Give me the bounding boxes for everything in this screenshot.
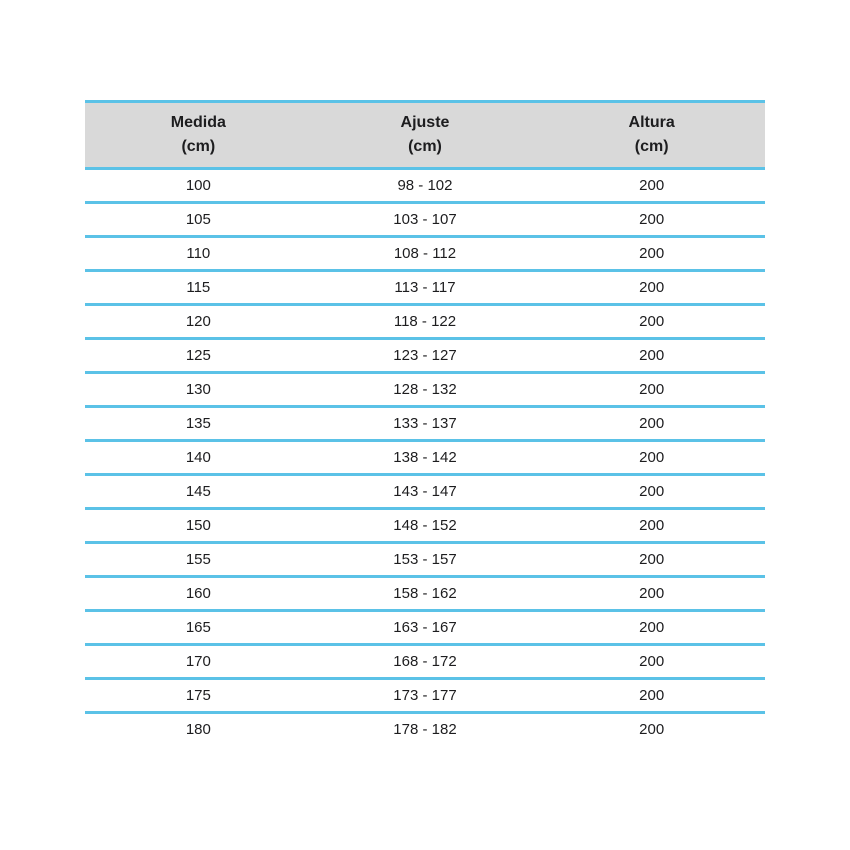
table-row: 165 163 - 167 200 (85, 610, 765, 646)
table-row: 120 118 - 122 200 (85, 304, 765, 340)
size-table: Medida (cm) Ajuste (cm) Altura (cm) 100 9… (85, 100, 765, 745)
table-cell: 100 (85, 168, 312, 204)
table-body: 100 98 - 102 200 105 103 - 107 200 110 108 - 11… (85, 168, 765, 746)
table-cell: 138 - 142 (311, 440, 539, 476)
table-cell: 125 (85, 338, 312, 374)
header-row: Medida (cm) Ajuste (cm) Altura (cm) (85, 100, 765, 170)
table-cell: 140 (85, 440, 312, 476)
table-cell: 160 (85, 576, 312, 612)
header-label: Medida (170, 114, 226, 131)
table-cell: 200 (538, 576, 765, 612)
table-cell: 98 - 102 (311, 168, 539, 204)
table-cell: 168 - 172 (311, 644, 539, 680)
table-cell: 128 - 132 (311, 372, 539, 408)
table-cell: 130 (85, 372, 312, 408)
table-cell: 175 (85, 678, 312, 714)
table-row: 115 113 - 117 200 (85, 270, 765, 306)
table-row: 150 148 - 152 200 (85, 508, 765, 544)
table-cell: 150 (85, 508, 312, 544)
table-cell: 200 (538, 406, 765, 442)
table-row: 110 108 - 112 200 (85, 236, 765, 272)
table-row: 140 138 - 142 200 (85, 440, 765, 476)
table-row: 155 153 - 157 200 (85, 542, 765, 578)
table-cell: 105 (85, 202, 312, 238)
header-label: Ajuste (400, 114, 450, 131)
table-cell: 148 - 152 (311, 508, 539, 544)
size-table-container: Medida (cm) Ajuste (cm) Altura (cm) 100 9… (85, 100, 765, 745)
table-cell: 145 (85, 474, 312, 510)
table-cell: 200 (538, 644, 765, 680)
table-cell: 113 - 117 (311, 270, 539, 306)
table-cell: 200 (538, 338, 765, 374)
table-row: 145 143 - 147 200 (85, 474, 765, 510)
table-cell: 200 (538, 270, 765, 306)
table-cell: 108 - 112 (311, 236, 539, 272)
header-cell-medida: Medida (cm) (85, 100, 312, 170)
table-cell: 200 (538, 168, 765, 204)
header-unit: (cm) (408, 138, 442, 155)
table-cell: 118 - 122 (311, 304, 539, 340)
size-table-header: Medida (cm) Ajuste (cm) Altura (cm) (85, 100, 765, 170)
table-cell: 200 (538, 542, 765, 578)
table-cell: 180 (185, 721, 211, 738)
header-cell-ajuste: Ajuste (cm) (311, 100, 539, 170)
table-row: 130 128 - 132 200 (85, 372, 765, 408)
table-cell: 110 (85, 236, 312, 272)
table-row: 105 103 - 107 200 (85, 202, 765, 238)
table-cell: 200 (538, 678, 765, 714)
table-cell: 103 - 107 (311, 202, 539, 238)
table-cell: 200 (538, 304, 765, 340)
table-cell: 178 - 182 (393, 721, 457, 738)
table-cell: 173 - 177 (311, 678, 539, 714)
table-row: 125 123 - 127 200 (85, 338, 765, 374)
header-cell-altura: Altura (cm) (538, 100, 765, 170)
table-cell: 123 - 127 (311, 338, 539, 374)
header-unit: (cm) (181, 138, 216, 155)
table-cell: 153 - 157 (311, 542, 539, 578)
table-cell: 143 - 147 (311, 474, 539, 510)
table-row: 160 158 - 162 200 (85, 576, 765, 612)
table-cell: 200 (538, 202, 765, 238)
table-cell: 170 (85, 644, 312, 680)
table-cell: 163 - 167 (311, 610, 539, 646)
table-row: 180 178 - 182 200 (85, 713, 765, 746)
table-cell: 135 (85, 406, 312, 442)
table-cell: 133 - 137 (311, 406, 539, 442)
table-row: 175 173 - 177 200 (85, 678, 765, 714)
table-cell: 155 (85, 542, 312, 578)
table-row: 100 98 - 102 200 (85, 168, 765, 204)
table-row: 170 168 - 172 200 (85, 644, 765, 680)
table-cell: 165 (85, 610, 312, 646)
table-cell: 200 (538, 372, 765, 408)
table-cell: 120 (85, 304, 312, 340)
table-cell: 158 - 162 (311, 576, 539, 612)
table-cell: 200 (538, 474, 765, 510)
header-label: Altura (628, 114, 675, 131)
table-cell: 200 (538, 236, 765, 272)
header-unit: (cm) (634, 138, 669, 155)
table-cell: 200 (538, 440, 765, 476)
table-cell: 200 (538, 610, 765, 646)
table-cell: 200 (538, 508, 765, 544)
table-row: 135 133 - 137 200 (85, 406, 765, 442)
table-cell: 200 (639, 721, 665, 738)
table-cell: 115 (85, 270, 312, 306)
